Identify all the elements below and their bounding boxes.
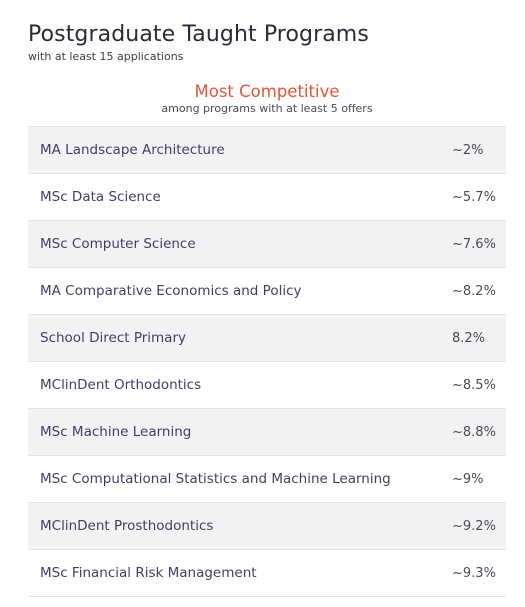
page-header: Postgraduate Taught Programs with at lea… [28,20,369,64]
program-name: MSc Computational Statistics and Machine… [40,471,391,487]
offer-rate: ~9% [452,471,484,487]
table-row: MSc Computer Science ~7.6% [28,221,506,268]
offer-rate: ~9.2% [452,518,496,534]
section-header: Most Competitive among programs with at … [28,82,506,116]
table-row: MSc Financial Risk Management ~9.3% [28,550,506,597]
offer-rate: ~5.7% [452,189,496,205]
table-row: MClinDent Orthodontics ~8.5% [28,362,506,409]
program-name: MA Landscape Architecture [40,142,225,158]
section-title: Most Competitive [194,82,340,101]
program-name: MSc Machine Learning [40,424,192,440]
table-row: MClinDent Prosthodontics ~9.2% [28,503,506,550]
table-row: MSc Computational Statistics and Machine… [28,456,506,503]
program-name: MSc Data Science [40,189,161,205]
programs-table: MA Landscape Architecture ~2% MSc Data S… [28,126,506,597]
offer-rate: ~8.5% [452,377,496,393]
offer-rate: ~7.6% [452,236,496,252]
table-row: MSc Data Science ~5.7% [28,174,506,221]
offer-rate: ~8.8% [452,424,496,440]
offer-rate: 8.2% [452,330,486,346]
offer-rate: ~9.3% [452,565,496,581]
offer-rate: ~2% [452,142,484,158]
program-name: MClinDent Orthodontics [40,377,202,393]
table-row: MA Landscape Architecture ~2% [28,127,506,174]
table-row: School Direct Primary 8.2% [28,315,506,362]
page-title: Postgraduate Taught Programs [28,22,369,47]
program-name: MA Comparative Economics and Policy [40,283,302,299]
offer-rate: ~8.2% [452,283,496,299]
program-name: MSc Financial Risk Management [40,565,257,581]
program-name: MSc Computer Science [40,236,196,252]
program-name: MClinDent Prosthodontics [40,518,214,534]
section-subtitle: among programs with at least 5 offers [161,102,373,115]
table-row: MSc Machine Learning ~8.8% [28,409,506,456]
program-name: School Direct Primary [40,330,186,346]
page-subtitle: with at least 15 applications [28,50,184,63]
table-row: MA Comparative Economics and Policy ~8.2… [28,268,506,315]
